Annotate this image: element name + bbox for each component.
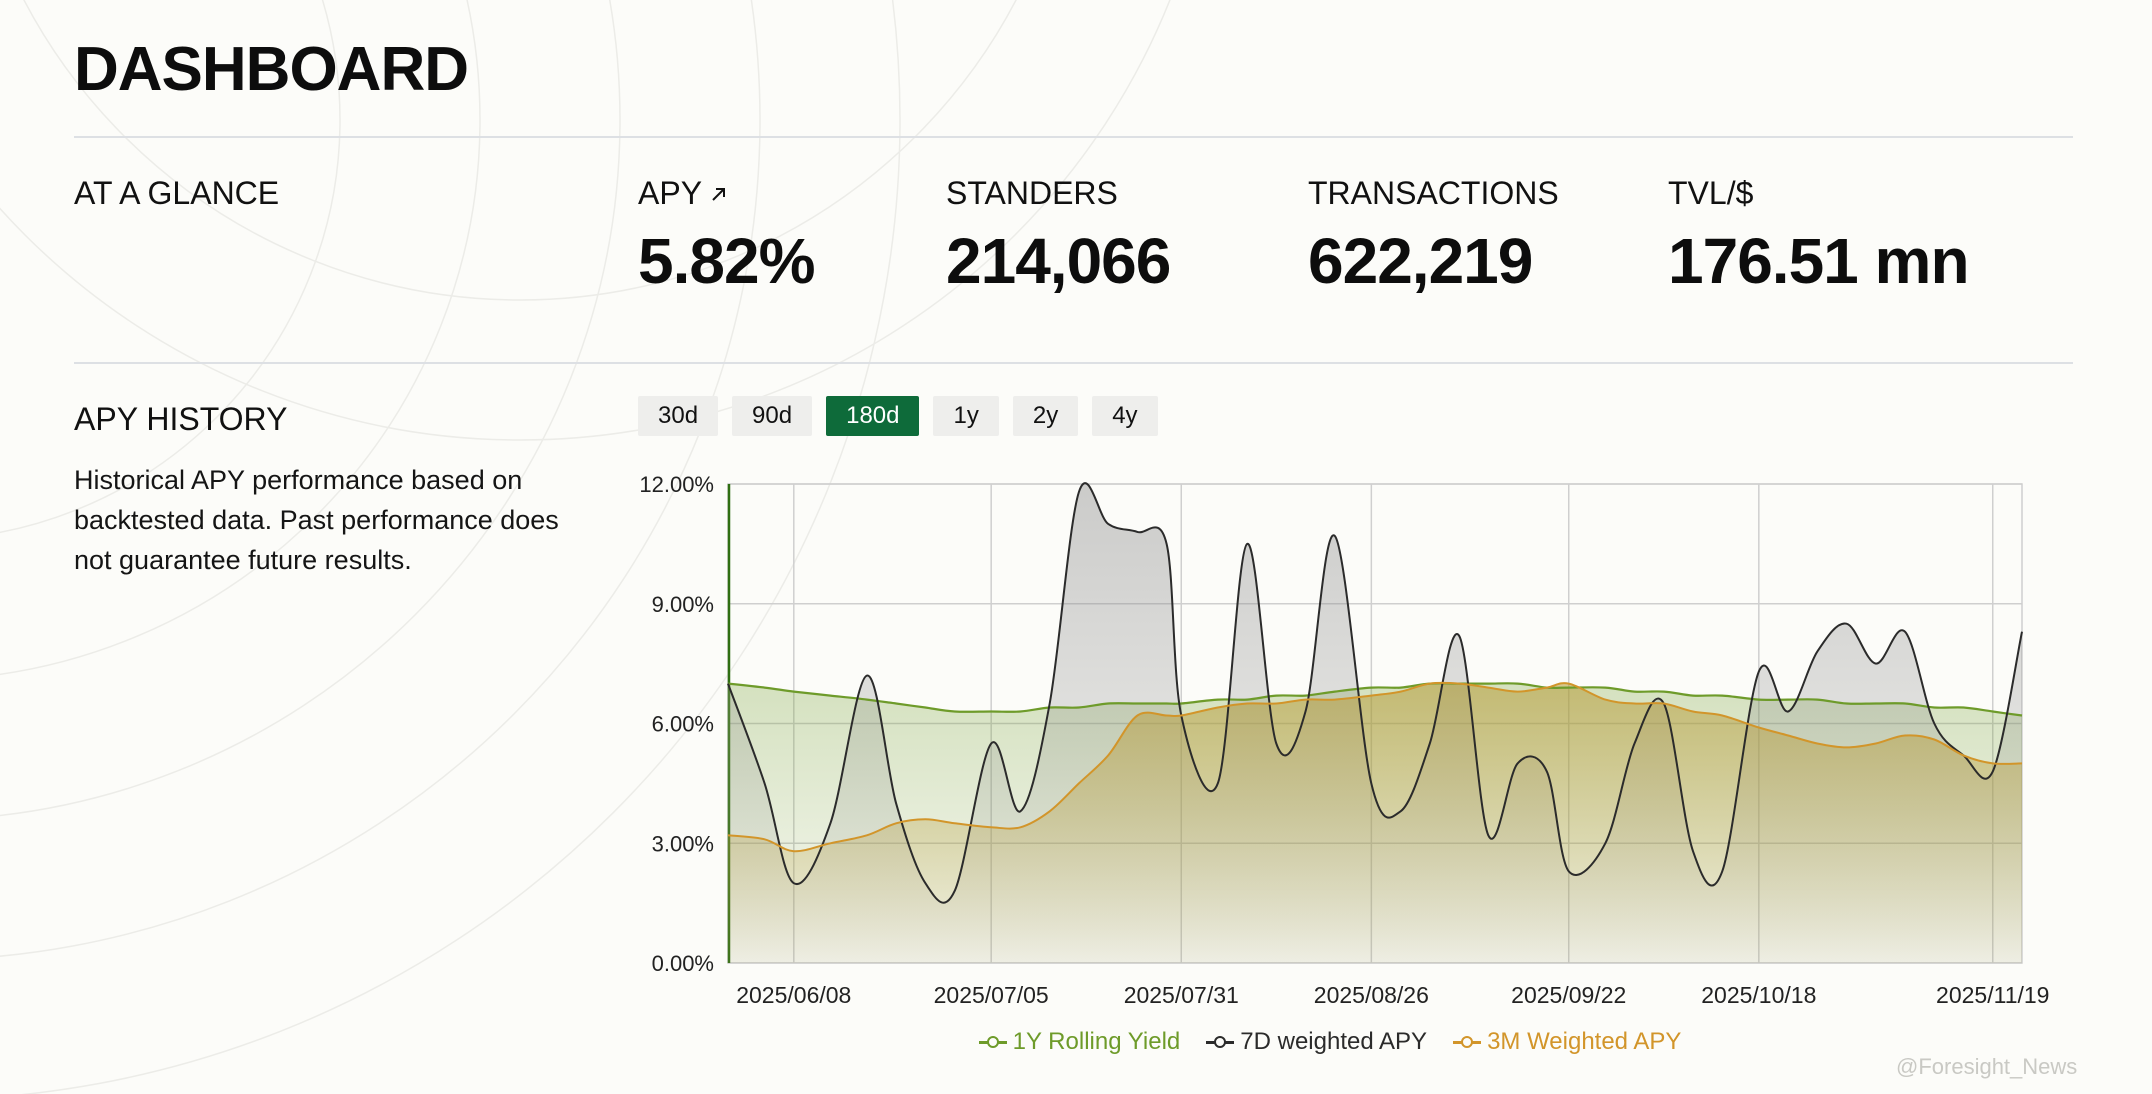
range-tab-2y[interactable]: 2y [1012, 396, 1079, 436]
stat-value: 214,066 [946, 225, 1171, 297]
apy-history-chart: 0.00% 3.00% 6.00% 9.00% 12.00% 2025/06/08 2025… [600, 460, 2060, 1080]
divider [74, 136, 2073, 138]
legend-marker-icon [1206, 1035, 1235, 1049]
stat-label: TRANSACTIONS [1308, 175, 1559, 211]
stat-label: APY [638, 175, 703, 211]
legend-label: 1Y Rolling Yield [1012, 1028, 1181, 1055]
at-a-glance-label: AT A GLANCE [74, 175, 280, 211]
stat-standers: STANDERS 214,066 [946, 175, 1171, 298]
legend-label: 7D weighted APY [1240, 1028, 1428, 1055]
range-tab-30d[interactable]: 30d [638, 396, 719, 436]
y-tick-label: 6.00% [652, 712, 714, 737]
series-line-3m-weighted-apy [727, 681, 2023, 853]
chart-plot[interactable]: 0.00% 3.00% 6.00% 9.00% 12.00% 2025/06/08 2025… [600, 460, 2060, 1060]
apy-history-title: APY HISTORY [74, 401, 288, 437]
stat-label: STANDERS [946, 175, 1118, 211]
range-tab-90d[interactable]: 90d [732, 396, 813, 436]
stat-apy: APY 5.82% [638, 175, 815, 298]
stat-label: TVL/$ [1668, 175, 1754, 211]
x-tick-label: 2025/11/19 [1936, 982, 2049, 1008]
x-tick-label: 2025/07/31 [1124, 982, 1239, 1008]
page-title: DASHBOARD [74, 35, 469, 104]
divider [74, 362, 2073, 364]
legend-item-rolling-yield[interactable]: 1Y Rolling Yield [978, 1028, 1181, 1056]
range-tab-180d[interactable]: 180d [826, 396, 920, 436]
chart-legend: 1Y Rolling Yield 7D weighted APY 3M Weig… [600, 1028, 2060, 1056]
watermark: @Foresight_News [1896, 1054, 2078, 1079]
range-tabs: 30d 90d 180d 1y 2y 4y [638, 396, 1158, 436]
x-tick-label: 2025/07/05 [934, 982, 1049, 1008]
x-tick-label: 2025/08/26 [1314, 982, 1429, 1008]
series-area-3m-weighted-apy [728, 682, 2022, 963]
y-tick-label: 0.00% [652, 951, 714, 976]
arrow-up-right-icon[interactable] [708, 183, 730, 205]
y-tick-label: 12.00% [639, 472, 714, 497]
y-tick-label: 3.00% [652, 831, 714, 856]
y-tick-label: 9.00% [652, 592, 714, 617]
stat-transactions: TRANSACTIONS 622,219 [1308, 175, 1559, 298]
range-tab-4y[interactable]: 4y [1092, 396, 1158, 436]
stat-value: 622,219 [1308, 225, 1533, 297]
legend-item-7d-weighted-apy[interactable]: 7D weighted APY [1206, 1028, 1427, 1056]
legend-marker-icon [1453, 1035, 1482, 1049]
legend-label: 3M Weighted APY [1487, 1028, 1682, 1055]
stat-value: 5.82% [638, 225, 815, 297]
legend-item-3m-weighted-apy[interactable]: 3M Weighted APY [1453, 1028, 1681, 1056]
range-tab-1y[interactable]: 1y [933, 396, 999, 436]
x-tick-label: 2025/10/18 [1701, 982, 1816, 1008]
series-line-7d-weighted-apy [727, 482, 2023, 904]
apy-history-description: Historical APY performance based on back… [74, 465, 559, 575]
series-line-rolling-yield [727, 682, 2023, 717]
stat-tvl: TVL/$ 176.51 mn [1668, 175, 1970, 298]
stat-value: 176.51 mn [1668, 225, 1970, 297]
x-tick-label: 2025/09/22 [1511, 982, 1626, 1008]
legend-marker-icon [978, 1035, 1007, 1049]
x-tick-label: 2025/06/08 [736, 982, 851, 1008]
